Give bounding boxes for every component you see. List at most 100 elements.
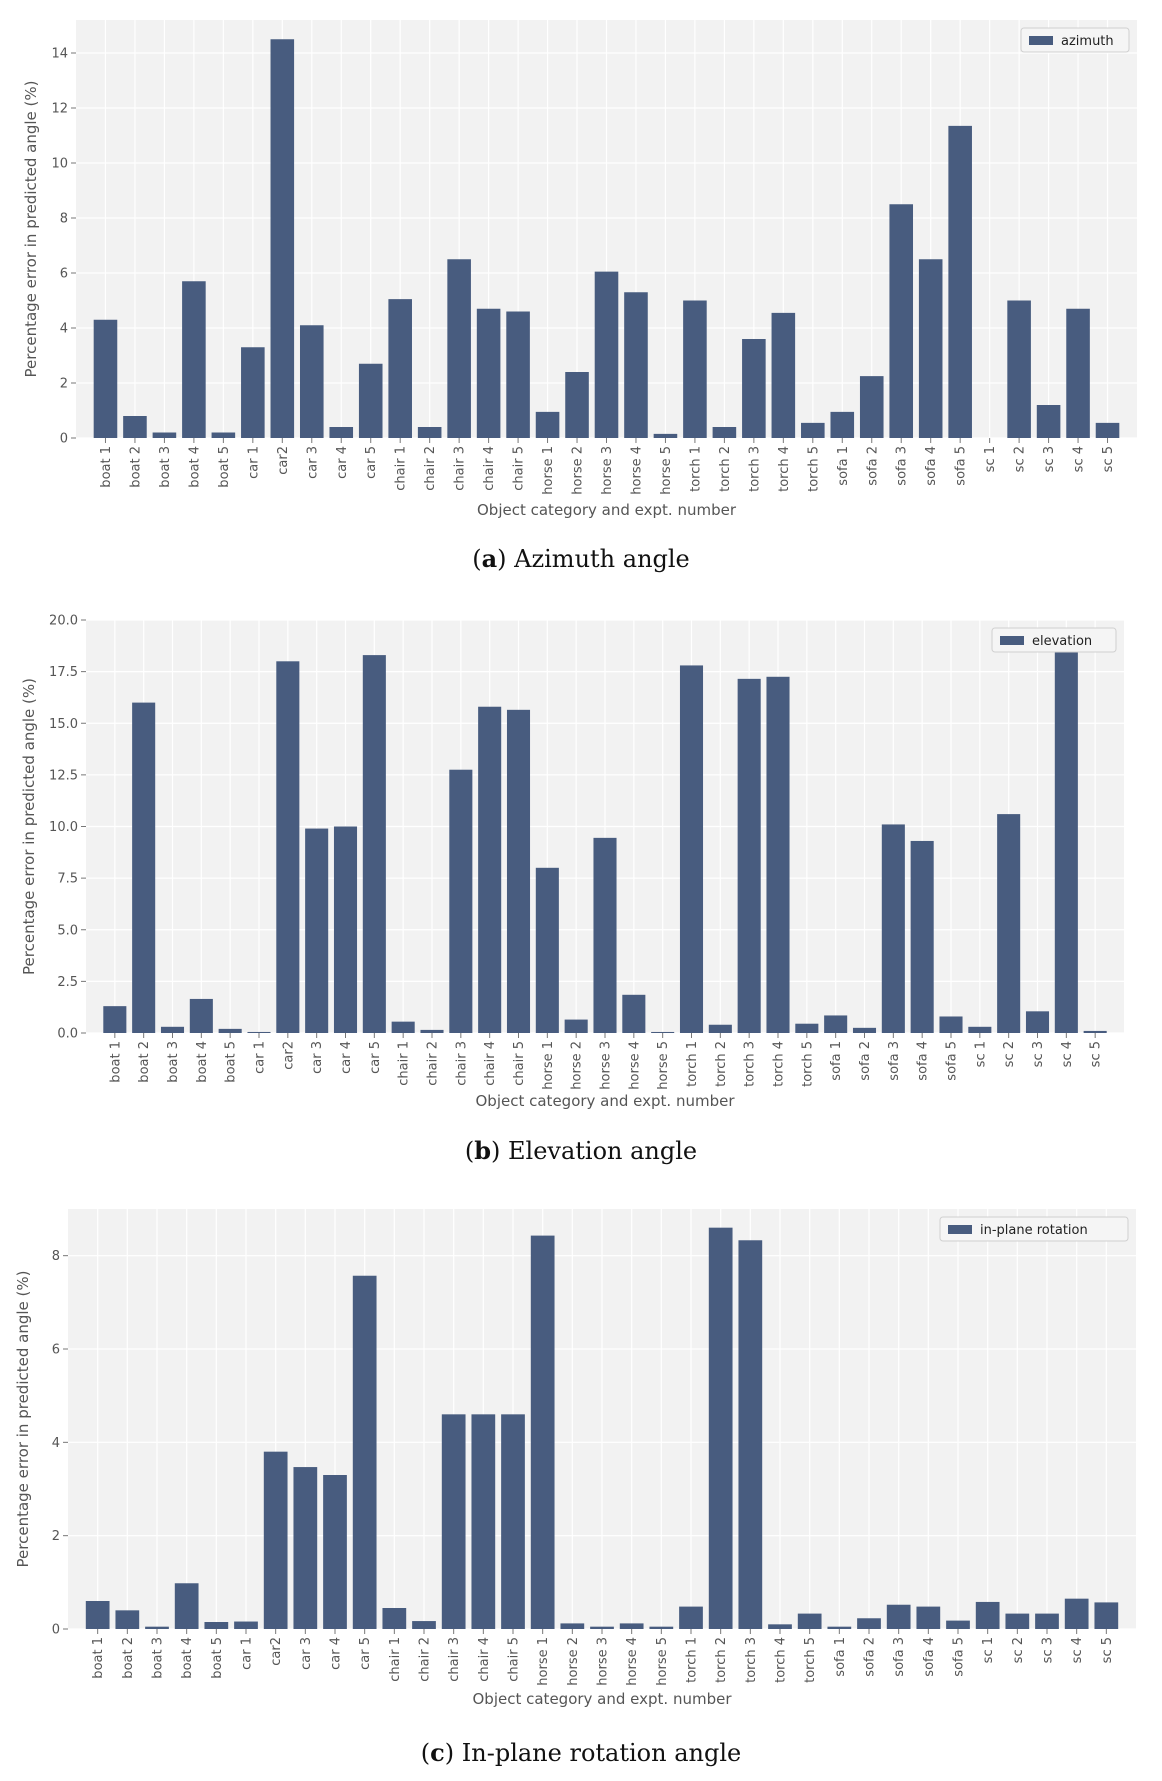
bar: boat 3: 0.2 <box>152 432 177 438</box>
x-tick-label: car 3 <box>310 1041 325 1074</box>
bar: boat 1: 1.3 <box>103 1006 127 1033</box>
x-tick-label: car2 <box>276 446 291 475</box>
x-tick-label: torch 5 <box>800 1041 815 1087</box>
x-tick-label: horse 4 <box>625 1637 640 1686</box>
y-tick-label: 8 <box>60 212 68 227</box>
bar: boat 4: 0.98 <box>174 1583 199 1629</box>
x-tick-label: horse 2 <box>566 1637 581 1686</box>
x-tick-label: torch 2 <box>714 1637 729 1683</box>
legend-swatch <box>1000 636 1024 645</box>
caption-text: Azimuth angle <box>514 545 690 573</box>
bar: boat 5: 0.2 <box>211 432 236 438</box>
bar: sofa 3: 8.5 <box>889 204 914 438</box>
x-tick-label: sc 4 <box>1060 1041 1075 1067</box>
x-tick-label: chair 4 <box>482 446 497 491</box>
bar: horse 5: 0.05 <box>649 1626 674 1629</box>
bar: boat 2: 0.4 <box>115 1610 140 1629</box>
y-tick-label: 10 <box>51 157 68 172</box>
x-tick-label: boat 5 <box>210 1637 225 1679</box>
bar: chair 4: 4.7 <box>476 308 501 438</box>
bar: horse 3: 9.45 <box>593 837 617 1033</box>
x-tick-label: sofa 5 <box>945 1041 960 1081</box>
x-tick-label: sc 2 <box>1011 1637 1026 1663</box>
x-tick-label: boat 5 <box>224 1041 239 1083</box>
x-tick-label: sofa 1 <box>833 1637 848 1677</box>
bar: sc 2: 0.33 <box>1005 1613 1030 1629</box>
bar: horse 5: 0.15 <box>653 433 678 438</box>
caption-text: Elevation angle <box>508 1137 698 1165</box>
y-tick-label: 10.0 <box>49 820 78 835</box>
x-tick-label: horse 3 <box>599 1041 614 1090</box>
bar: torch 4: 17.25 <box>766 676 790 1033</box>
y-tick-label: 0 <box>60 432 68 447</box>
x-axis-label: Object category and expt. number <box>477 501 737 519</box>
y-tick-label: 20.0 <box>49 614 78 629</box>
x-tick-label: torch 3 <box>743 1041 758 1087</box>
bar: sofa 4: 0.48 <box>916 1606 941 1629</box>
bar: chair 5: 4.6 <box>506 311 530 438</box>
y-tick-label: 15.0 <box>49 717 78 732</box>
bar: sofa 2: 2.25 <box>859 376 884 438</box>
y-tick-label: 14 <box>51 47 68 62</box>
bar: torch 1: 17.8 <box>679 665 704 1033</box>
bar: boat 4: 1.65 <box>189 998 213 1033</box>
bar: boat 1: 0.6 <box>85 1601 110 1629</box>
x-tick-label: chair 3 <box>453 446 468 491</box>
x-tick-label: car 5 <box>368 1041 383 1074</box>
x-tick-label: sc 3 <box>1031 1041 1046 1067</box>
x-tick-label: sc 4 <box>1072 446 1087 472</box>
bar: chair 1: 5.05 <box>388 299 412 438</box>
bar: horse 4: 5.3 <box>624 292 648 438</box>
x-tick-label: boat 1 <box>108 1041 123 1083</box>
bar: horse 3: 6.05 <box>594 271 619 438</box>
bar: car2: 18 <box>276 661 300 1033</box>
y-tick-label: 0 <box>52 1623 60 1638</box>
x-tick-label: torch 2 <box>714 1041 729 1087</box>
x-tick-label: torch 2 <box>718 446 733 492</box>
x-tick-label: boat 4 <box>180 1637 195 1679</box>
bar: sofa 4: 6.5 <box>918 259 943 438</box>
bar: horse 1: 8.43 <box>530 1235 555 1629</box>
legend-label: in-plane rotation <box>980 1223 1088 1238</box>
y-tick-label: 4 <box>60 322 68 337</box>
x-tick-label: sc 3 <box>1041 1637 1056 1663</box>
x-tick-label: boat 2 <box>128 446 143 488</box>
x-tick-label: sofa 1 <box>836 446 851 486</box>
bar: chair 5: 4.6 <box>501 1414 525 1629</box>
x-tick-label: sc 5 <box>1100 1637 1115 1663</box>
caption-letter: b <box>474 1136 491 1165</box>
x-tick-label: sc 1 <box>983 446 998 472</box>
y-tick-label: 0.0 <box>57 1027 78 1042</box>
bar: chair 3: 6.5 <box>447 259 471 438</box>
bar: sc 4: 19.2 <box>1054 636 1078 1033</box>
x-tick-label: torch 1 <box>688 446 703 492</box>
x-tick-label: car 1 <box>253 1041 268 1074</box>
bar: sofa 3: 0.52 <box>886 1604 911 1629</box>
x-tick-label: sc 3 <box>1042 446 1057 472</box>
bar: torch 5: 0.45 <box>795 1023 819 1033</box>
bar: sc 2: 10.6 <box>997 814 1021 1033</box>
bar: sofa 5: 11.35 <box>948 125 972 438</box>
x-tick-label: car 4 <box>339 1041 354 1074</box>
bar: car 3: 4.1 <box>299 325 324 438</box>
x-tick-label: boat 4 <box>195 1041 210 1083</box>
bar: sofa 4: 9.3 <box>910 840 934 1033</box>
bar: sofa 3: 10.1 <box>881 824 905 1033</box>
legend-box <box>1020 27 1130 53</box>
x-tick-label: horse 3 <box>596 1637 611 1686</box>
bar: chair 1: 0.55 <box>391 1021 415 1033</box>
legend-box <box>991 627 1117 653</box>
bar: sofa 5: 0.8 <box>939 1016 963 1033</box>
x-tick-label: sofa 3 <box>895 446 910 486</box>
bar: horse 3: 0.05 <box>590 1626 614 1629</box>
x-tick-label: car2 <box>269 1637 284 1666</box>
caption-text: In-plane rotation angle <box>461 1739 742 1767</box>
bar: boat 5: 0.15 <box>204 1622 229 1629</box>
legend: elevation <box>991 627 1117 653</box>
x-tick-label: car 5 <box>358 1637 373 1670</box>
x-tick-label: chair 3 <box>447 1637 462 1682</box>
bar: car 1: 0.05 <box>247 1031 271 1033</box>
